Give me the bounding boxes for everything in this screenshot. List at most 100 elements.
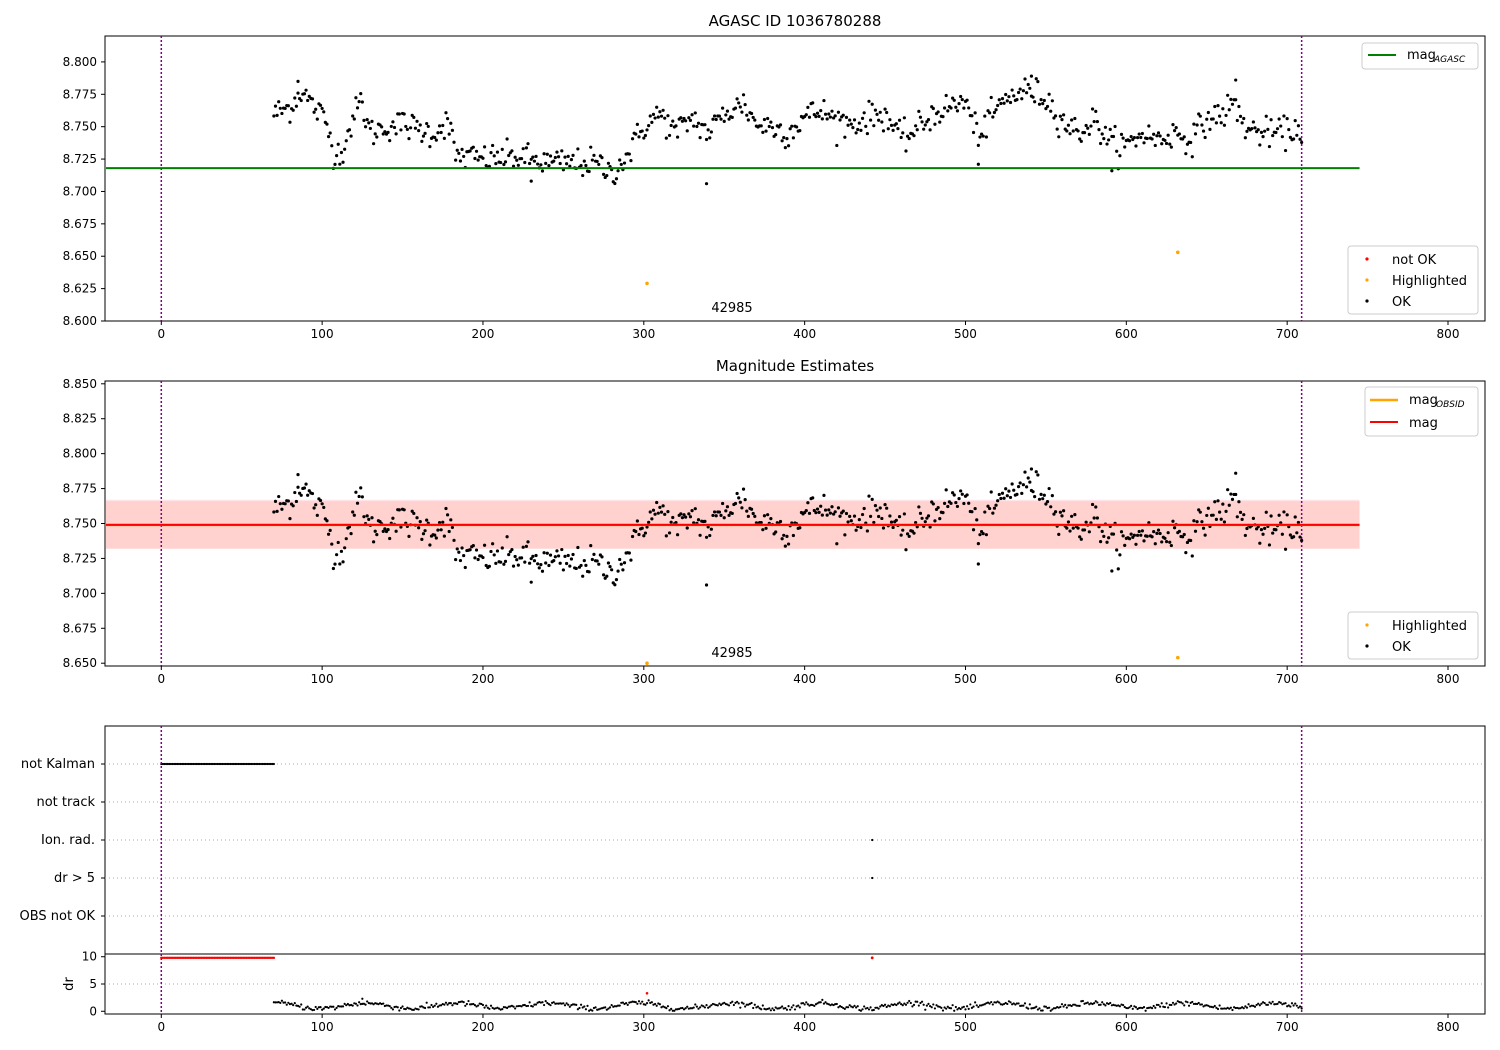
ok-point xyxy=(1282,510,1286,514)
ok-point xyxy=(740,110,744,114)
ok-point xyxy=(397,112,401,116)
flag-point xyxy=(239,762,242,766)
ok-point xyxy=(1285,513,1289,517)
ok-point xyxy=(1134,144,1138,148)
ok-point xyxy=(843,533,847,537)
dr-point xyxy=(1218,1004,1221,1007)
ok-point xyxy=(991,115,995,119)
ok-point xyxy=(862,506,866,511)
ok-point xyxy=(885,506,889,510)
dr-point xyxy=(832,1003,835,1007)
ok-point xyxy=(743,498,747,502)
dr-point xyxy=(369,1002,372,1005)
dr-point xyxy=(1009,1001,1012,1004)
ok-point xyxy=(667,531,672,535)
ok-point xyxy=(433,533,437,537)
dr-point xyxy=(1044,1005,1048,1008)
ok-point xyxy=(471,543,475,548)
ok-point xyxy=(661,108,665,112)
flag-point xyxy=(214,762,218,766)
ok-point xyxy=(437,521,442,525)
ok-point xyxy=(434,536,438,540)
dr-point xyxy=(1070,1004,1073,1008)
ok-point xyxy=(1282,114,1286,118)
ok-point xyxy=(1025,91,1029,95)
ok-point xyxy=(545,551,549,555)
panel-1-x-tick-label: 0 xyxy=(157,327,165,341)
ok-point xyxy=(976,162,980,166)
flag-point xyxy=(213,762,216,766)
ok-point xyxy=(547,164,551,168)
ok-point xyxy=(360,495,364,499)
dr-point xyxy=(275,1001,279,1004)
ok-point xyxy=(753,514,757,518)
ok-point xyxy=(367,121,371,125)
ok-point xyxy=(425,518,429,522)
panel-2-y-tick-label: 8.775 xyxy=(63,482,97,496)
dr-point xyxy=(1297,1006,1300,1009)
ok-point xyxy=(516,563,520,567)
ok-point xyxy=(1055,127,1059,131)
panel-1-frame xyxy=(104,35,1486,322)
dr-point xyxy=(859,1009,863,1012)
ok-point xyxy=(529,157,533,161)
ok-point xyxy=(1251,516,1255,520)
dr-point xyxy=(1136,1007,1139,1011)
ok-point xyxy=(618,158,622,162)
ok-point xyxy=(1078,137,1082,141)
ok-point xyxy=(381,132,385,136)
ok-point xyxy=(1200,520,1204,524)
ok-point xyxy=(659,114,664,118)
dr-point xyxy=(1060,1003,1064,1006)
ok-point xyxy=(1105,142,1109,146)
flag-label: dr > 5 xyxy=(54,871,95,886)
dr-point xyxy=(312,1008,316,1012)
ok-point xyxy=(1153,143,1157,148)
ok-point xyxy=(843,135,847,139)
dr-point xyxy=(811,1003,814,1007)
ok-point xyxy=(698,533,702,537)
ok-point xyxy=(491,143,495,148)
dr-point xyxy=(863,1005,866,1008)
ok-point xyxy=(978,135,982,139)
ok-point xyxy=(920,516,924,520)
ok-point xyxy=(984,533,988,537)
dr-point xyxy=(835,1002,838,1006)
ok-point xyxy=(688,515,693,519)
ok-point xyxy=(1070,514,1074,518)
ok-point xyxy=(433,135,437,140)
ok-point xyxy=(447,529,451,534)
panel-1-x-tick-label: 800 xyxy=(1437,327,1460,341)
panel-4-x-tick-label: 200 xyxy=(472,1020,495,1034)
ok-point xyxy=(444,111,448,115)
ok-point xyxy=(579,563,583,568)
ok-point xyxy=(1156,131,1161,135)
ok-point xyxy=(817,510,821,514)
ok-point xyxy=(318,498,323,503)
panel-2-x-tick-label: 100 xyxy=(311,672,334,686)
ok-point xyxy=(563,554,567,558)
ok-point xyxy=(1296,124,1301,128)
ok-point xyxy=(560,547,564,552)
flag-point xyxy=(232,762,235,766)
ok-point xyxy=(1102,137,1106,141)
ok-point xyxy=(515,558,519,562)
dr-point xyxy=(1250,1004,1253,1007)
panel-4-x-tick-label: 800 xyxy=(1437,1020,1460,1034)
panel-1-y-tick-label: 8.700 xyxy=(63,184,97,198)
flag-point xyxy=(250,762,253,766)
ok-point xyxy=(996,499,1000,503)
legend-marker-highlighted xyxy=(1365,278,1369,282)
dr-point xyxy=(787,1005,790,1008)
ok-point xyxy=(1045,500,1050,504)
dr-point xyxy=(906,1001,909,1004)
ok-point xyxy=(693,111,697,115)
dr-point xyxy=(591,1009,594,1012)
ok-point xyxy=(489,549,493,554)
dr-point xyxy=(866,1006,869,1010)
ok-point xyxy=(925,516,929,520)
dr-point xyxy=(1054,1007,1057,1010)
ok-point xyxy=(865,131,869,136)
dr-point xyxy=(1081,999,1085,1003)
dr-point xyxy=(1015,1002,1019,1005)
